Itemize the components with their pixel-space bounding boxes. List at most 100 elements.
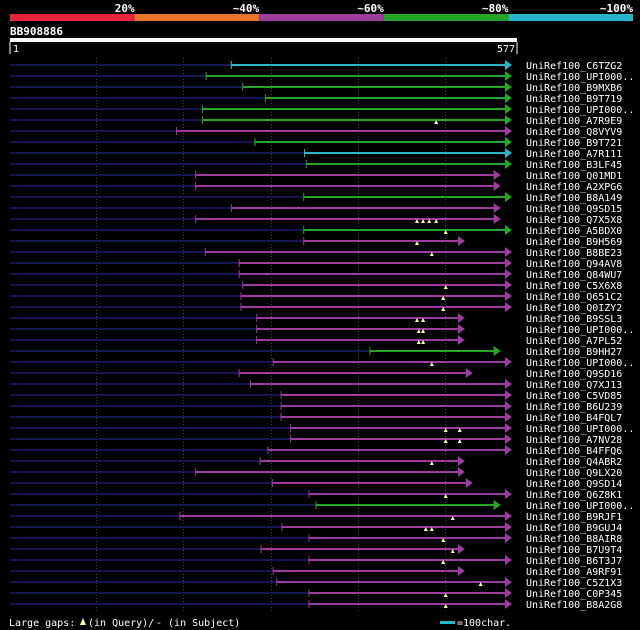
alignment-row[interactable]: UniRef100_Q9SD14 — [10, 478, 622, 490]
alignment-row[interactable]: UniRef100_B8AIR8 — [10, 533, 622, 545]
alignment-row[interactable]: UniRef100_UPI000.. — [10, 423, 634, 435]
hit-label[interactable]: UniRef100_B9T719 — [526, 94, 622, 105]
alignment-row[interactable]: UniRef100_B9RJF1 — [10, 511, 622, 523]
hit-label[interactable]: UniRef100_B9T721 — [526, 138, 622, 149]
alignment-row[interactable]: UniRef100_A7R9E9 — [10, 115, 622, 127]
hit-label[interactable]: UniRef100_A9RF91 — [526, 567, 622, 578]
alignment-row[interactable]: UniRef100_Q94AV8 — [10, 258, 622, 270]
alignment-row[interactable]: UniRef100_Q7X5X8 — [10, 214, 622, 226]
alignment-row[interactable]: UniRef100_Q9SD16 — [10, 368, 622, 380]
alignment-row[interactable]: UniRef100_Q651C2 — [10, 291, 622, 303]
hit-label[interactable]: UniRef100_UPI000.. — [526, 424, 634, 435]
hit-label[interactable]: UniRef100_B8A149 — [526, 193, 622, 204]
alignment-row[interactable]: UniRef100_B9H569 — [10, 236, 622, 248]
alignment-row[interactable]: UniRef100_Q8VYV9 — [10, 126, 622, 138]
alignment-row[interactable]: UniRef100_B3LF45 — [10, 159, 622, 171]
alignment-row[interactable]: UniRef100_A7R111 — [10, 148, 622, 160]
hit-label[interactable]: UniRef100_A5BDX0 — [526, 226, 622, 237]
alignment-row[interactable]: UniRef100_B6T3J7 — [10, 555, 622, 567]
hit-label[interactable]: UniRef100_Q7X5X8 — [526, 215, 622, 226]
hit-label[interactable]: UniRef100_UPI000.. — [526, 72, 634, 83]
hit-label[interactable]: UniRef100_B3LF45 — [526, 160, 622, 171]
hit-label[interactable]: UniRef100_Q94AV8 — [526, 259, 622, 270]
hit-label[interactable]: UniRef100_Q9SD14 — [526, 479, 622, 490]
alignment-row[interactable]: UniRef100_UPI000.. — [10, 500, 634, 512]
hit-label[interactable]: UniRef100_C5Z1X3 — [526, 578, 622, 589]
hit-label[interactable]: UniRef100_B9H569 — [526, 237, 622, 248]
hit-label[interactable]: UniRef100_Q9SD16 — [526, 369, 622, 380]
hit-label[interactable]: UniRef100_B8AIR8 — [526, 534, 622, 545]
alignment-row[interactable]: UniRef100_A9RF91 — [10, 566, 622, 578]
hit-label[interactable]: UniRef100_UPI000.. — [526, 325, 634, 336]
hit-label[interactable]: UniRef100_C5X6X8 — [526, 281, 622, 292]
hit-label[interactable]: UniRef100_UPI000.. — [526, 501, 634, 512]
hit-label[interactable]: UniRef100_UPI000.. — [526, 105, 634, 116]
hit-label[interactable]: UniRef100_A7R9E9 — [526, 116, 622, 127]
hit-label[interactable]: UniRef100_B9HH27 — [526, 347, 622, 358]
alignment-row[interactable]: UniRef100_B8A2G8 — [10, 599, 622, 611]
hit-label[interactable]: UniRef100_B9RJF1 — [526, 512, 622, 523]
hit-label[interactable]: UniRef100_Q7XJ13 — [526, 380, 622, 391]
alignment-row[interactable]: UniRef100_C0P345 — [10, 588, 622, 600]
alignment-row[interactable]: UniRef100_Q01MD1 — [10, 170, 622, 182]
alignment-row[interactable]: UniRef100_Q7XJ13 — [10, 379, 622, 391]
hit-label[interactable]: UniRef100_Q01MD1 — [526, 171, 622, 182]
hit-label[interactable]: UniRef100_C6TZG2 — [526, 61, 622, 72]
hit-label[interactable]: UniRef100_Q6Z8K1 — [526, 490, 622, 501]
hit-label[interactable]: UniRef100_B9MXB6 — [526, 83, 622, 94]
alignment-row[interactable]: UniRef100_C5Z1X3 — [10, 577, 622, 589]
alignment-row[interactable]: UniRef100_A7PL52 — [10, 335, 622, 347]
alignment-row[interactable]: UniRef100_B8A149 — [10, 192, 622, 204]
hit-label[interactable]: UniRef100_Q8VYV9 — [526, 127, 622, 138]
alignment-row[interactable]: UniRef100_B9T721 — [10, 137, 622, 149]
alignment-row[interactable]: UniRef100_C5VD85 — [10, 390, 622, 402]
hit-label[interactable]: UniRef100_Q651C2 — [526, 292, 622, 303]
hit-label[interactable]: UniRef100_Q9SD15 — [526, 204, 622, 215]
alignment-row[interactable]: UniRef100_C6TZG2 — [10, 60, 622, 72]
hit-label[interactable]: UniRef100_A7PL52 — [526, 336, 622, 347]
hit-label[interactable]: UniRef100_A7NV28 — [526, 435, 622, 446]
hit-label[interactable]: UniRef100_C5VD85 — [526, 391, 622, 402]
hit-label[interactable]: UniRef100_B7U9T4 — [526, 545, 622, 556]
hit-label[interactable]: UniRef100_Q84WU7 — [526, 270, 622, 281]
alignment-row[interactable]: UniRef100_B9SSL3 — [10, 313, 622, 325]
alignment-row[interactable]: UniRef100_Q4ABR2 — [10, 456, 622, 468]
alignment-row[interactable]: UniRef100_B4FQL7 — [10, 412, 622, 424]
hit-label[interactable]: UniRef100_B9SSL3 — [526, 314, 622, 325]
alignment-row[interactable]: UniRef100_Q0IZY2 — [10, 302, 622, 314]
hit-label[interactable]: UniRef100_UPI000.. — [526, 358, 634, 369]
hit-label[interactable]: UniRef100_A2XPG6 — [526, 182, 622, 193]
alignment-row[interactable]: UniRef100_B9T719 — [10, 93, 622, 105]
alignment-row[interactable]: UniRef100_B6U239 — [10, 401, 622, 413]
hit-label[interactable]: UniRef100_Q0IZY2 — [526, 303, 622, 314]
hit-label[interactable]: UniRef100_Q4ABR2 — [526, 457, 622, 468]
alignment-row[interactable]: UniRef100_UPI000.. — [10, 71, 634, 83]
hit-label[interactable]: UniRef100_B8A2G8 — [526, 600, 622, 611]
alignment-row[interactable]: UniRef100_B7U9T4 — [10, 544, 622, 556]
alignment-row[interactable]: UniRef100_B9GUJ4 — [10, 522, 622, 534]
alignment-row[interactable]: UniRef100_A5BDX0 — [10, 225, 622, 237]
alignment-row[interactable]: UniRef100_B9MXB6 — [10, 82, 622, 94]
alignment-row[interactable]: UniRef100_UPI000.. — [10, 357, 634, 369]
alignment-row[interactable]: UniRef100_UPI000.. — [10, 324, 634, 336]
alignment-row[interactable]: UniRef100_B8BE23 — [10, 247, 622, 259]
hit-label[interactable]: UniRef100_B8BE23 — [526, 248, 622, 259]
alignment-row[interactable]: UniRef100_B4FFQ6 — [10, 445, 622, 457]
alignment-row[interactable]: UniRef100_B9HH27 — [10, 346, 622, 358]
hit-label[interactable]: UniRef100_Q9LX20 — [526, 468, 622, 479]
hit-label[interactable]: UniRef100_A7R111 — [526, 149, 622, 160]
alignment-row[interactable]: UniRef100_UPI000.. — [10, 104, 634, 116]
alignment-row[interactable]: UniRef100_Q84WU7 — [10, 269, 622, 281]
alignment-row[interactable]: UniRef100_C5X6X8 — [10, 280, 622, 292]
alignment-row[interactable]: UniRef100_Q9SD15 — [10, 203, 622, 215]
hit-label[interactable]: UniRef100_C0P345 — [526, 589, 622, 600]
hit-label[interactable]: UniRef100_B4FQL7 — [526, 413, 622, 424]
alignment-row[interactable]: UniRef100_A2XPG6 — [10, 181, 622, 193]
alignment-row[interactable]: UniRef100_Q9LX20 — [10, 467, 622, 479]
hit-label[interactable]: UniRef100_B9GUJ4 — [526, 523, 622, 534]
hit-label[interactable]: UniRef100_B6T3J7 — [526, 556, 622, 567]
hit-label[interactable]: UniRef100_B6U239 — [526, 402, 622, 413]
alignment-row[interactable]: UniRef100_Q6Z8K1 — [10, 489, 622, 501]
hit-label[interactable]: UniRef100_B4FFQ6 — [526, 446, 622, 457]
alignment-row[interactable]: UniRef100_A7NV28 — [10, 434, 622, 446]
